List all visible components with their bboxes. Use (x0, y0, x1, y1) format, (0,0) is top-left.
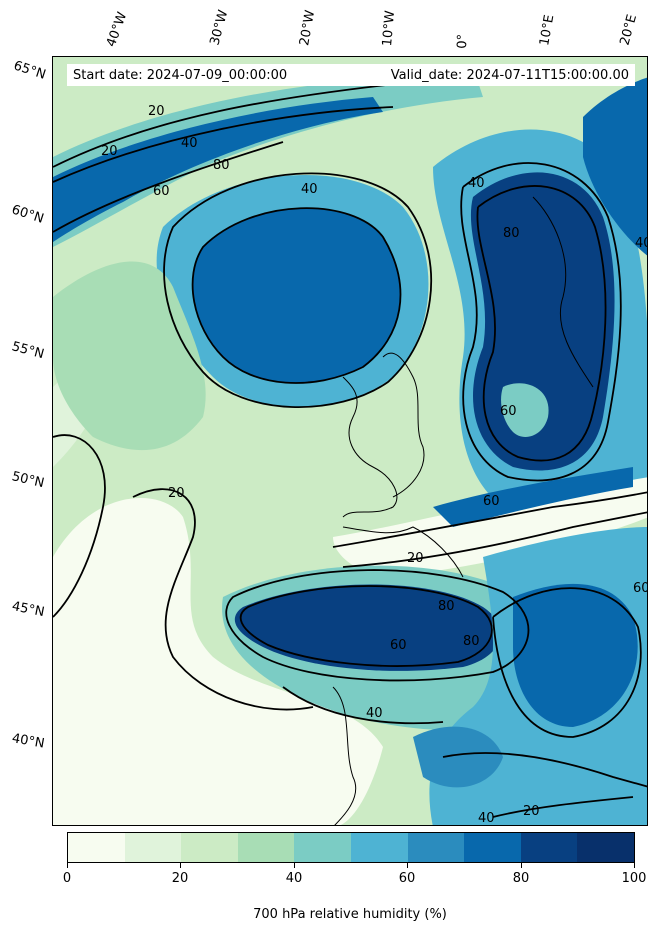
start-date-label: Start date: 2024-07-09_00:00:00 (73, 67, 288, 83)
colorbar-label-20: 20 (171, 871, 189, 886)
colorbar-swatch (464, 833, 521, 862)
contour-southwest-west (53, 434, 106, 618)
lat-label-55n: 55°N (10, 339, 46, 363)
lon-label-30w: 30°W (207, 8, 232, 47)
coastlines (332, 196, 594, 825)
colorbar-swatch (294, 833, 351, 862)
north-sea-hook (501, 383, 549, 437)
central-europe-high (513, 583, 638, 727)
colorbar-swatch (124, 833, 182, 862)
contour-southwest-20 (132, 488, 314, 711)
colorbar-tick-80 (521, 863, 522, 868)
contour-southeast-40 (442, 752, 647, 788)
contour-label-80-northsea: 80 (503, 226, 520, 241)
contour-label-40-east: 40 (635, 236, 648, 251)
humidity-map: 20 40 20 80 60 40 40 80 60 20 60 20 80 8… (53, 57, 648, 826)
lon-label-0: 0° (455, 33, 471, 49)
colorbar-tick-100 (634, 863, 635, 868)
contour-north-1 (53, 81, 414, 168)
atlantic-blob-high (192, 208, 401, 384)
contour-label-40-iceland: 40 (301, 182, 318, 197)
north-band-high (53, 97, 383, 242)
biscay-blob-high (234, 584, 501, 671)
lat-label-60n: 60°N (9, 202, 46, 227)
colorbar-swatch (577, 833, 634, 862)
map-panel[interactable]: 20 40 20 80 60 40 40 80 60 20 60 20 80 8… (52, 56, 648, 826)
contour-label-20-north: 20 (148, 104, 165, 119)
lon-label-40w: 40°W (103, 10, 131, 49)
colorbar-swatch (68, 833, 125, 862)
contour-label-80-biscay-2: 80 (463, 634, 480, 649)
colorbar-label-80: 80 (512, 871, 530, 886)
contour-label-40-southeast: 40 (478, 811, 495, 826)
dry-region (53, 498, 383, 825)
mediterranean-patch (413, 726, 503, 788)
colorbar-label-60: 60 (398, 871, 416, 886)
lon-label-20w: 20°W (297, 9, 319, 48)
colorbar-tick-40 (294, 863, 295, 868)
contour-label-60-north: 60 (153, 184, 170, 199)
colorbar-label-100: 100 (621, 871, 647, 886)
valid-date-label: Valid_date: 2024-07-11T15:00:00.00 (390, 67, 629, 83)
contour-label-20-france: 20 (407, 551, 424, 566)
contour-france-2 (342, 511, 647, 568)
contour-north-3 (53, 141, 284, 233)
contour-label-40-northsea: 40 (468, 176, 485, 191)
contour-label-60-trough: 60 (500, 404, 517, 419)
contour-label-80-north: 80 (213, 158, 230, 173)
colorbar-tick-60 (407, 863, 408, 868)
colorbar-tick-20 (180, 863, 181, 868)
colorbar-swatch (181, 833, 238, 862)
contour-label-60-france: 60 (483, 494, 500, 509)
channel-moist-band (433, 467, 633, 527)
contour-trough-inner (476, 185, 607, 462)
contour-label-20-southwest: 20 (168, 486, 185, 501)
lon-label-20e: 20°E (617, 12, 641, 48)
contour-biscay-inner (239, 585, 493, 667)
contour-north-2 (53, 106, 394, 183)
contour-blob-outer (163, 172, 433, 409)
contour-biscay-60 (282, 686, 444, 725)
contour-label-20-southeast: 20 (523, 804, 540, 819)
lat-label-40n: 40°N (10, 731, 46, 752)
info-bar: Start date: 2024-07-09_00:00:00 Valid_da… (67, 64, 635, 86)
colorbar-swatch (520, 833, 578, 862)
contour-centraleurope (492, 587, 642, 738)
contour-labels: 20 40 20 80 60 40 40 80 60 20 60 20 80 8… (101, 104, 648, 826)
lat-label-50n: 50°N (10, 469, 46, 492)
colorbar-label-0: 0 (62, 871, 72, 886)
colorbar-swatch (407, 833, 465, 862)
colorbar-swatch (350, 833, 408, 862)
contour-label-40-spain: 40 (366, 706, 383, 721)
contour-southeast-20 (492, 796, 634, 818)
contour-lines (53, 81, 647, 818)
contour-label-60-east: 60 (633, 581, 648, 596)
lon-label-10w: 10°W (380, 9, 399, 47)
contour-trough-outer (460, 162, 622, 482)
france-band (333, 477, 647, 577)
contour-biscay-outer (225, 569, 530, 682)
colorbar (67, 832, 635, 863)
lat-label-45n: 45°N (10, 599, 46, 621)
contour-label-60-biscay: 60 (390, 638, 407, 653)
colorbar-tick-0 (67, 863, 68, 868)
lon-label-10e: 10°E (537, 13, 558, 47)
colorbar-title: 700 hPa relative humidity (%) (253, 907, 447, 922)
contour-france-1 (332, 491, 647, 548)
lat-label-65n: 65°N (11, 58, 48, 83)
contour-label-20-northwest: 20 (101, 144, 118, 159)
contour-label-80-biscay: 80 (438, 599, 455, 614)
scandinavia-northeast (583, 77, 647, 256)
tongue-southwest (53, 261, 206, 451)
colorbar-label-40: 40 (285, 871, 303, 886)
contour-blob-inner (191, 207, 402, 384)
contour-label-40-north: 40 (181, 136, 198, 151)
colorbar-swatch (237, 833, 295, 862)
